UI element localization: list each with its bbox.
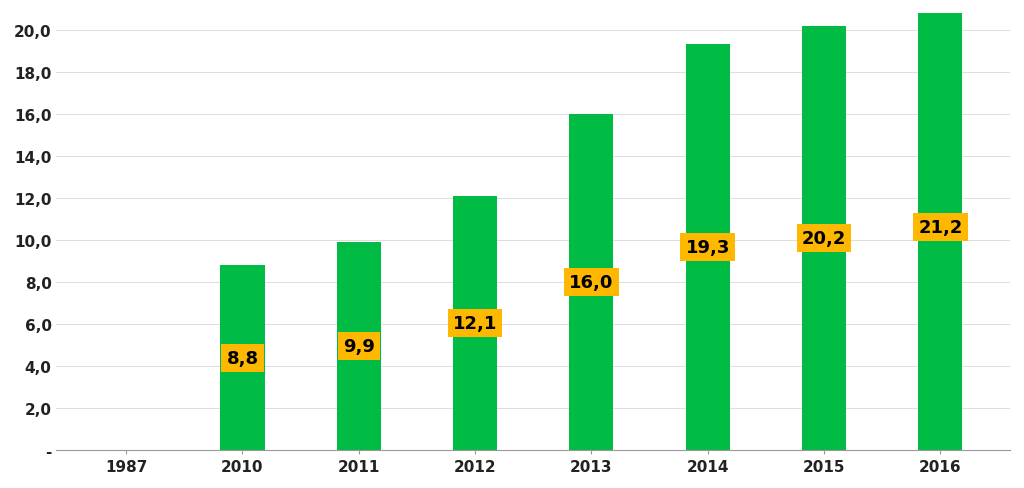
Bar — [220, 265, 264, 450]
Bar — [337, 243, 381, 450]
Bar — [569, 115, 613, 450]
Text: 19,3: 19,3 — [685, 239, 730, 257]
Bar — [802, 26, 846, 450]
Text: 21,2: 21,2 — [919, 219, 963, 237]
Bar — [919, 5, 963, 450]
Text: 9,9: 9,9 — [343, 337, 375, 355]
Text: 12,1: 12,1 — [453, 314, 498, 332]
Text: 8,8: 8,8 — [226, 349, 258, 367]
Text: 20,2: 20,2 — [802, 229, 846, 247]
Text: 16,0: 16,0 — [569, 273, 613, 291]
Bar — [686, 45, 730, 450]
Bar — [453, 196, 498, 450]
